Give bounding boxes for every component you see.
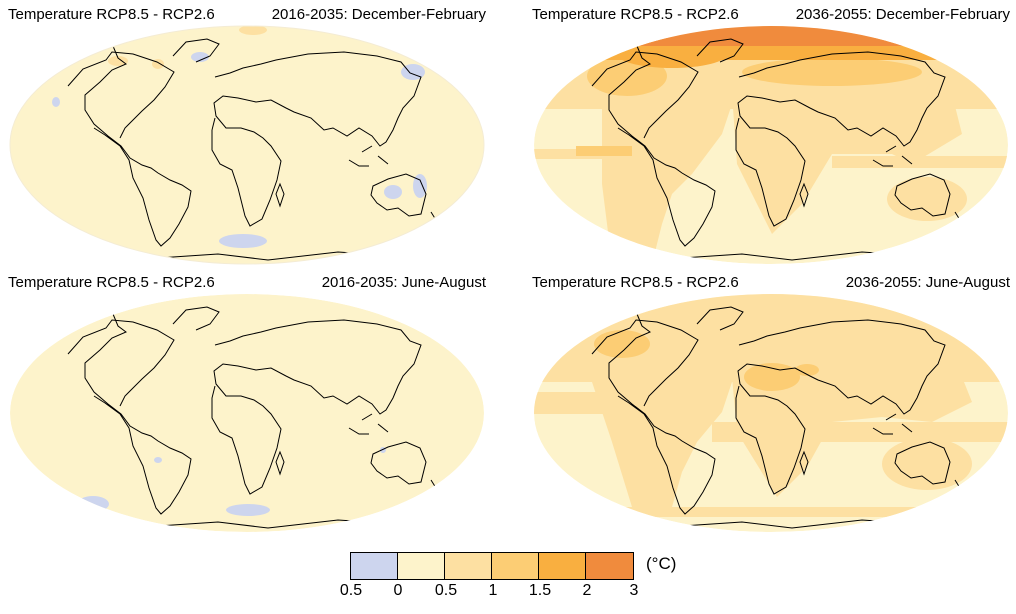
legend-unit: (°C): [646, 554, 677, 573]
legend-tick: 0.5: [434, 582, 458, 599]
anomaly-patches-warm: [108, 26, 267, 69]
anomaly-field-background: [10, 26, 484, 264]
panel-title: Temperature RCP8.5 - RCP2.6: [532, 6, 739, 23]
world-map: [10, 294, 484, 532]
map-panel-jja-2036-2055: Temperature RCP8.5 - RCP2.6 2036-2055: J…: [532, 274, 1010, 536]
legend-tick: 0.5: [339, 582, 363, 599]
panel-period: 2036-2055: December-February: [795, 6, 1010, 23]
world-map: [534, 26, 1008, 264]
panel-title: Temperature RCP8.5 - RCP2.6: [8, 6, 215, 23]
panel-title: Temperature RCP8.5 - RCP2.6: [8, 274, 215, 291]
map-panel-djf-2016-2035: Temperature RCP8.5 - RCP2.6 2016-2035: D…: [8, 6, 486, 268]
legend-bin-neg05-0: [351, 553, 398, 579]
legend-tick: 1.5: [528, 582, 552, 599]
panel-period: 2036-2055: June-August: [845, 274, 1010, 291]
world-map: [534, 294, 1008, 532]
legend-bin-05-1: [445, 553, 492, 579]
legend-bin-0-05: [398, 553, 445, 579]
panel-title: Temperature RCP8.5 - RCP2.6: [532, 274, 739, 291]
legend-tick: 2: [582, 582, 592, 599]
legend-tick: 1: [488, 582, 498, 599]
panel-period: 2016-2035: June-August: [321, 274, 486, 291]
world-map: [9, 25, 485, 265]
color-legend: (°C) 0.5 0 0.5 1 1.5 2 3: [340, 552, 750, 604]
legend-bin-2-3: [586, 553, 633, 579]
legend-tick: 3: [629, 582, 639, 599]
legend-bin-1-15: [492, 553, 539, 579]
panel-period: 2016-2035: December-February: [271, 6, 486, 23]
anomaly-field-2-3: [534, 26, 1008, 46]
legend-colorbar: [350, 552, 634, 580]
map-panel-jja-2016-2035: Temperature RCP8.5 - RCP2.6 2016-2035: J…: [8, 274, 486, 536]
map-panel-djf-2036-2055: Temperature RCP8.5 - RCP2.6 2036-2055: D…: [532, 6, 1010, 268]
anomaly-field-background: [10, 294, 484, 532]
legend-tick: 0: [393, 582, 403, 599]
legend-bin-15-2: [539, 553, 586, 579]
